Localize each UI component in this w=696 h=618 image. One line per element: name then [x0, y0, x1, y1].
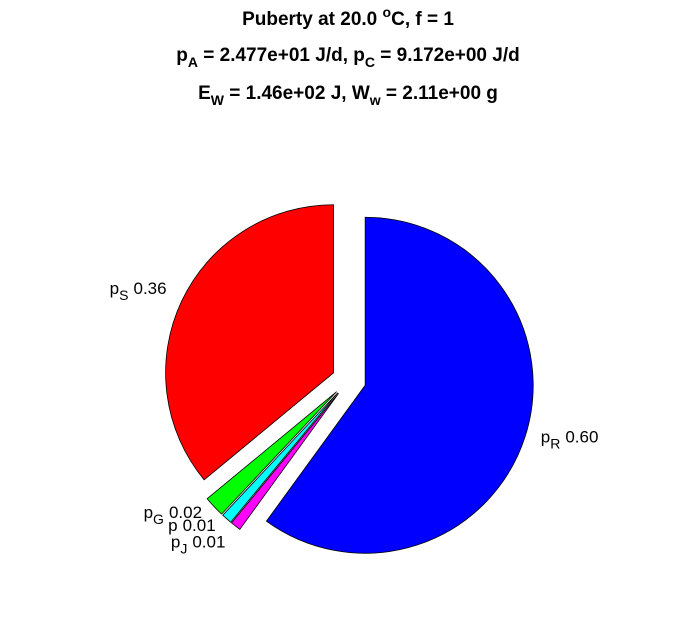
- title-part: C: [365, 54, 375, 70]
- value-label: 0.60: [565, 427, 598, 446]
- value-label: 0.01: [192, 532, 225, 551]
- pie-slice: [165, 204, 335, 481]
- label-sub: S: [119, 287, 128, 303]
- title-part: = 9.172e+00 J/d: [375, 45, 520, 66]
- title-part: E: [198, 83, 211, 104]
- label-name: p: [168, 516, 177, 535]
- title-part: A: [188, 54, 198, 70]
- title-part: p: [176, 45, 188, 66]
- chart-title: pA = 2.477e+01 J/d, pC = 9.172e+00 J/d: [176, 45, 519, 70]
- slice-label: pG 0.02: [144, 503, 202, 527]
- label-name: p: [171, 532, 180, 551]
- title-part: w: [369, 92, 381, 108]
- value-label: 0.02: [169, 503, 202, 522]
- pie-slice: [230, 393, 339, 530]
- chart-title: Puberty at 20.0 oC, f = 1: [242, 4, 454, 30]
- label-sub: J: [180, 540, 187, 556]
- label-sub: G: [153, 511, 164, 527]
- chart-title: EW = 1.46e+02 J, Ww = 2.11e+00 g: [198, 83, 498, 108]
- slice-label: pJ 0.01: [171, 532, 226, 556]
- slice-label: pR 0.60: [541, 427, 599, 451]
- title-part: = 2.477e+01 J/d, p: [198, 45, 365, 66]
- title-part: C, f = 1: [391, 9, 454, 30]
- pie-slice: [265, 216, 534, 554]
- label-name: p: [541, 427, 550, 446]
- value-label: 0.01: [183, 516, 216, 535]
- pie-slice: [206, 391, 337, 515]
- title-part: W: [211, 92, 225, 108]
- label-name: p: [144, 503, 153, 522]
- title-part: o: [383, 4, 392, 20]
- title-part: Puberty at 20.0: [242, 9, 382, 30]
- value-label: 0.36: [133, 279, 166, 298]
- pie-slice: [222, 392, 339, 523]
- slice-label: p 0.01: [168, 516, 216, 535]
- title-part: = 1.46e+02 J, W: [224, 83, 370, 104]
- label-name: p: [110, 279, 119, 298]
- label-sub: R: [550, 435, 560, 451]
- slice-label: pS 0.36: [110, 279, 167, 303]
- title-part: = 2.11e+00 g: [381, 83, 498, 104]
